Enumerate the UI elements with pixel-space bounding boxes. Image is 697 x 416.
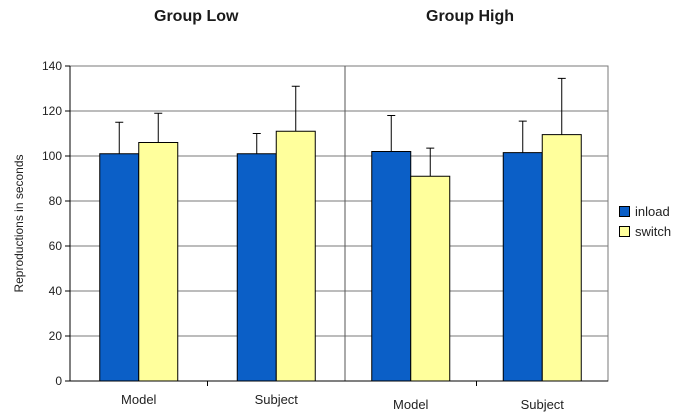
- y-tick-label: 140: [42, 59, 62, 73]
- x-tick-label: Model: [393, 397, 429, 412]
- y-tick-label: 100: [42, 149, 62, 163]
- legend-item-switch: switch: [619, 221, 689, 241]
- bar-switch: [541, 134, 582, 382]
- bar-switch: [410, 175, 451, 382]
- bar-switch: [275, 130, 316, 382]
- legend-label-inload: inload: [635, 203, 670, 219]
- bar-inload: [371, 151, 412, 382]
- x-tick-label: Subject: [255, 392, 299, 407]
- bar-switch: [138, 142, 179, 382]
- y-axis-title: Reproductions in seconds: [12, 154, 26, 292]
- group-high-title: Group High: [426, 8, 514, 25]
- y-tick-label: 0: [55, 374, 62, 388]
- y-tick-label: 80: [49, 194, 63, 208]
- bar-inload: [99, 153, 140, 382]
- y-tick-label: 60: [49, 239, 63, 253]
- bar-inload: [236, 153, 277, 382]
- x-tick-label: Subject: [521, 397, 565, 412]
- group-low-title: Group Low: [154, 8, 239, 25]
- y-tick-label: 120: [42, 104, 62, 118]
- legend-item-inload: inload: [619, 201, 689, 221]
- legend-swatch-switch: [619, 225, 630, 237]
- legend-swatch-inload: [619, 205, 630, 217]
- bar-inload: [502, 152, 543, 382]
- y-tick-label: 40: [49, 284, 63, 298]
- legend: inload switch: [619, 201, 689, 241]
- y-tick-label: 20: [49, 329, 63, 343]
- x-tick-label: Model: [121, 392, 157, 407]
- legend-label-switch: switch: [635, 223, 672, 239]
